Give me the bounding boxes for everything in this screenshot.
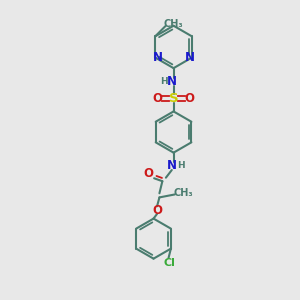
Text: H: H — [160, 77, 168, 86]
Text: N: N — [184, 51, 195, 64]
Text: Cl: Cl — [163, 258, 175, 268]
Text: CH₃: CH₃ — [164, 19, 184, 29]
Text: O: O — [152, 92, 162, 105]
Text: O: O — [143, 167, 153, 180]
Text: N: N — [167, 159, 177, 172]
Text: S: S — [169, 92, 178, 105]
Text: O: O — [185, 92, 195, 105]
Text: O: O — [152, 204, 162, 217]
Text: N: N — [153, 51, 163, 64]
Text: N: N — [167, 75, 177, 88]
Text: H: H — [177, 161, 185, 170]
Text: CH₃: CH₃ — [174, 188, 194, 198]
